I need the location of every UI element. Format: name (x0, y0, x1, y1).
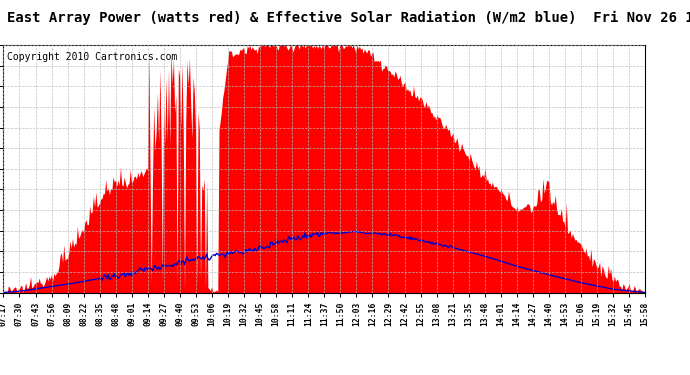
Text: East Array Power (watts red) & Effective Solar Radiation (W/m2 blue)  Fri Nov 26: East Array Power (watts red) & Effective… (7, 11, 690, 26)
Text: Copyright 2010 Cartronics.com: Copyright 2010 Cartronics.com (7, 53, 177, 62)
